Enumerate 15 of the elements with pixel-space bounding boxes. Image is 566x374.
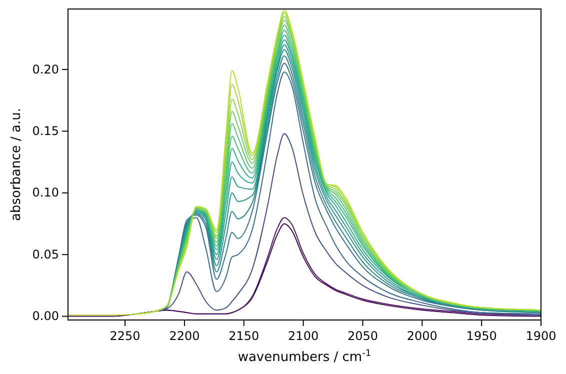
x-tick-label: 2250 [110,328,140,343]
y-tick-label: 0.00 [32,309,59,324]
x-tick-label: 2000 [406,328,438,343]
x-tick-label: 1950 [466,328,497,343]
x-tick-label: 2200 [169,328,200,343]
x-axis-title: wavenumbers / cm$^{-1}$ [238,349,372,365]
x-tick-label: 2150 [228,328,260,343]
x-tick-label: 2100 [288,328,319,343]
x-tick-label: 2050 [347,328,378,343]
y-tick-label: 0.20 [32,62,59,76]
y-tick-label: 0.15 [32,124,59,138]
y-tick-label: 0.10 [32,186,59,200]
y-axis-title: absorbance / a.u. [9,108,24,222]
y-tick-label: 0.05 [32,247,59,262]
x-tick-label: 1900 [526,328,556,343]
